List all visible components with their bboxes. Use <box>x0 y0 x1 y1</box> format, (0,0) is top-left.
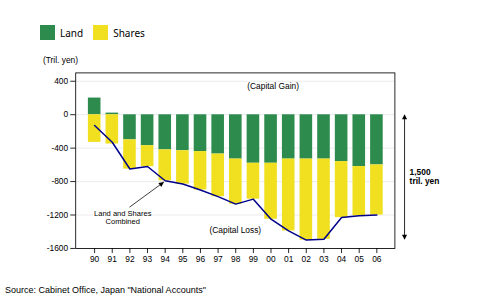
svg-text:-1200: -1200 <box>47 210 69 220</box>
svg-text:90: 90 <box>90 254 100 264</box>
svg-text:0: 0 <box>63 109 68 119</box>
html-text:Source: Cabinet Office, Japan: Source: Cabinet Office, Japan "National … <box>5 285 206 296</box>
svg-text:00: 00 <box>266 254 276 264</box>
svg-text:-800: -800 <box>51 176 68 186</box>
svg-text:98: 98 <box>231 254 241 264</box>
svg-text:1,500tril. yen: 1,500tril. yen <box>410 167 440 187</box>
svg-text:93: 93 <box>143 254 153 264</box>
svg-text:04: 04 <box>337 254 347 264</box>
svg-text:01: 01 <box>284 254 294 264</box>
svg-text:91: 91 <box>108 254 118 264</box>
svg-text:05: 05 <box>355 254 365 264</box>
svg-text:(Capital Gain): (Capital Gain) <box>247 81 299 91</box>
svg-text:400: 400 <box>54 76 68 86</box>
html-text:Shares: Shares <box>113 25 145 40</box>
svg-text:96: 96 <box>196 254 206 264</box>
html-text:Land: Land <box>60 25 84 40</box>
svg-text:(Capital Loss): (Capital Loss) <box>209 225 261 235</box>
svg-text:02: 02 <box>302 254 312 264</box>
svg-text:Land and SharesCombined: Land and SharesCombined <box>94 209 152 227</box>
svg-text:99: 99 <box>249 254 259 264</box>
svg-text:95: 95 <box>178 254 188 264</box>
svg-text:92: 92 <box>125 254 135 264</box>
svg-text:03: 03 <box>319 254 329 264</box>
svg-text:97: 97 <box>213 254 223 264</box>
svg-text:-1600: -1600 <box>47 243 69 253</box>
svg-text:06: 06 <box>372 254 382 264</box>
svg-text:94: 94 <box>161 254 171 264</box>
svg-text:-400: -400 <box>51 143 68 153</box>
svg-text:(Tril. yen): (Tril. yen) <box>43 55 78 65</box>
